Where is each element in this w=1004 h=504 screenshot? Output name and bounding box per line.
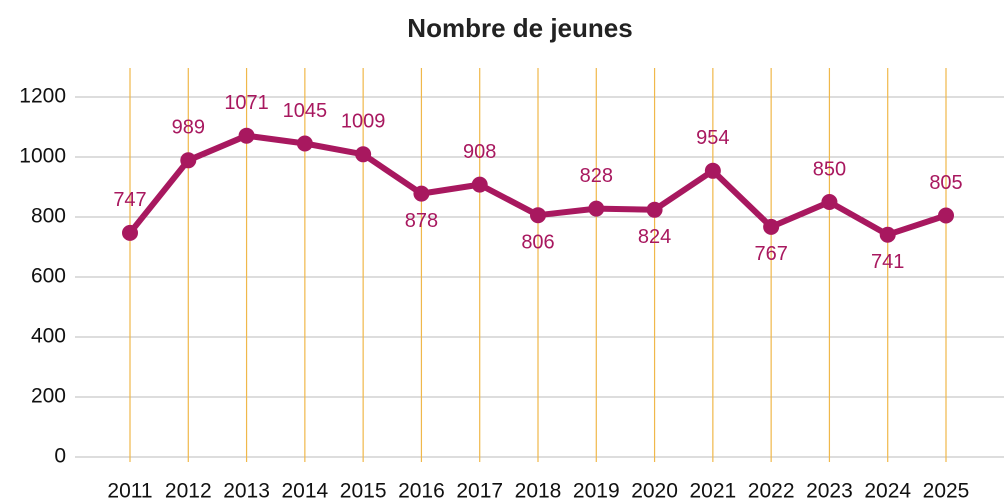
x-tick-label: 2015: [340, 480, 387, 503]
data-label: 1045: [283, 100, 328, 122]
data-point: [122, 224, 138, 241]
data-point: [704, 162, 721, 179]
x-tick-label: 2019: [573, 480, 620, 503]
data-label: 824: [638, 226, 671, 248]
y-tick-label: 0: [54, 445, 66, 468]
y-tick-label: 1000: [19, 145, 66, 168]
x-tick-label: 2024: [864, 480, 911, 503]
x-tick-label: 2017: [456, 480, 503, 503]
data-point: [763, 218, 780, 235]
y-tick-label: 800: [31, 205, 66, 228]
data-point: [588, 200, 605, 217]
data-label: 878: [405, 210, 438, 232]
data-point: [938, 207, 954, 224]
y-tick-label: 1200: [19, 85, 66, 108]
data-point: [238, 127, 255, 144]
data-label: 767: [754, 243, 787, 265]
x-tick-label: 2022: [748, 480, 795, 503]
data-label: 806: [521, 231, 554, 253]
data-point: [646, 201, 663, 218]
x-tick-label: 2012: [165, 480, 212, 503]
chart-title: Nombre de jeunes: [407, 13, 632, 43]
x-tick-label: 2021: [689, 480, 736, 503]
x-tick-label: 2020: [631, 480, 678, 503]
y-tick-label: 400: [31, 325, 66, 348]
data-label: 1009: [341, 111, 386, 133]
x-tick-label: 2016: [398, 480, 445, 503]
data-point: [530, 207, 546, 224]
data-point: [879, 226, 896, 243]
data-point: [296, 135, 313, 152]
x-tick-label: 2011: [107, 480, 152, 503]
data-label: 805: [929, 172, 962, 194]
x-tick-label: 2023: [806, 480, 853, 503]
data-label: 747: [113, 189, 146, 211]
x-tick-label: 2014: [281, 480, 328, 503]
data-point: [355, 146, 372, 163]
data-label: 1071: [224, 92, 269, 114]
data-label: 828: [580, 165, 613, 187]
data-label: 741: [871, 251, 904, 273]
data-point: [471, 176, 488, 193]
x-tick-label: 2013: [223, 480, 270, 503]
data-label: 989: [172, 117, 205, 139]
data-label: 954: [696, 127, 729, 149]
y-tick-label: 200: [31, 385, 66, 408]
x-tick-label: 2018: [515, 480, 562, 503]
data-point: [413, 185, 430, 202]
data-point: [180, 152, 197, 169]
x-tick-label: 2025: [923, 480, 970, 503]
y-tick-label: 600: [31, 265, 66, 288]
data-label: 908: [463, 141, 496, 163]
data-point: [821, 194, 838, 210]
data-label: 850: [813, 158, 846, 180]
